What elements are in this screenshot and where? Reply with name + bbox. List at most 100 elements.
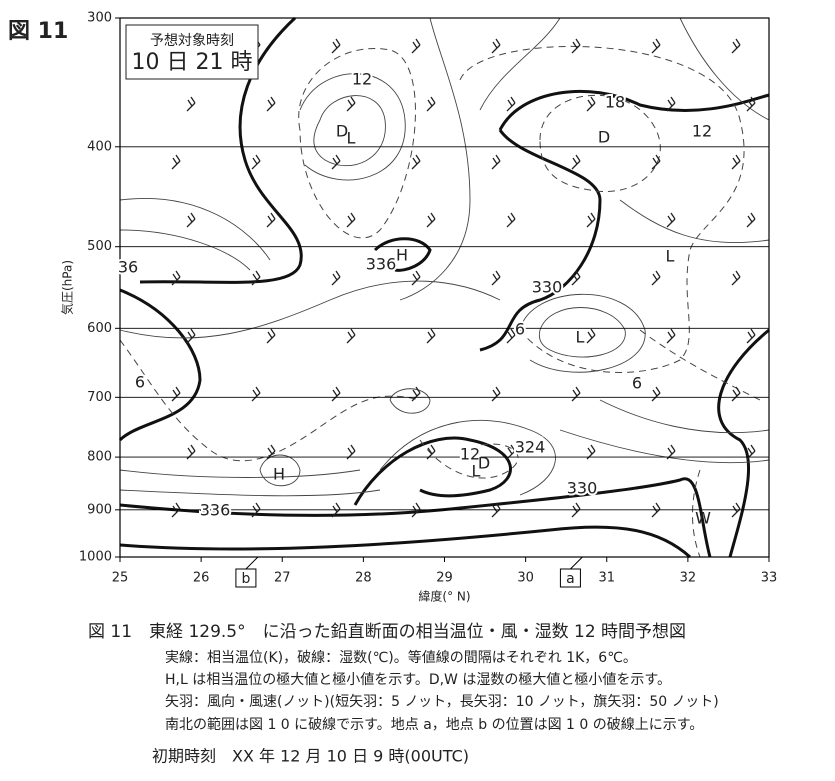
wind-barb xyxy=(266,328,276,344)
wind-barb xyxy=(746,96,756,112)
contour-label: 12 xyxy=(352,70,372,89)
wind-barb xyxy=(251,270,261,286)
contour-label: 36 xyxy=(118,258,138,277)
wind-barb xyxy=(411,38,421,54)
contour-label: 6 xyxy=(632,374,642,393)
extremum-label: H xyxy=(273,465,285,484)
wind-barb xyxy=(651,502,661,518)
x-tick-label: 28 xyxy=(355,571,372,586)
caption-init: 初期時刻 XX 年 12 月 10 日 9 時(00UTC) xyxy=(152,747,469,766)
contour xyxy=(299,73,406,181)
contour-label: 330 xyxy=(532,278,563,297)
wind-barb xyxy=(491,38,501,54)
wind-barb xyxy=(506,328,516,344)
caption-line: H,L は相当温位の極大値と極小値を示す。D,W は湿数の極大値と極小値を示す。 xyxy=(165,672,671,688)
y-tick-label: 700 xyxy=(87,390,112,405)
extremum-label: L xyxy=(576,328,585,347)
wind-barb xyxy=(491,154,501,170)
wind-barb xyxy=(746,328,756,344)
contour xyxy=(259,454,301,487)
wind-barb xyxy=(186,328,196,344)
wind-barb xyxy=(506,212,516,228)
wind-barb xyxy=(586,96,596,112)
wind-barb xyxy=(346,96,356,112)
wind-barb xyxy=(731,502,741,518)
wind-barb xyxy=(491,386,501,402)
x-tick-label: 31 xyxy=(598,571,615,586)
x-tick-label: 33 xyxy=(761,571,778,586)
contour-label: 324 xyxy=(515,438,546,457)
wind-barb xyxy=(506,444,516,460)
wind-barb xyxy=(571,270,581,286)
wind-barb xyxy=(731,38,741,54)
contour xyxy=(538,307,626,358)
wind-barb xyxy=(251,502,261,518)
plot-frame xyxy=(119,17,770,558)
y-tick-label: 300 xyxy=(87,11,112,26)
inset-title: 予想対象時刻 xyxy=(150,33,234,49)
wind-barb xyxy=(666,444,676,460)
wind-barb xyxy=(666,96,676,112)
x-tick-label: 25 xyxy=(112,571,129,586)
wind-barb xyxy=(251,386,261,402)
contour xyxy=(498,89,770,131)
wind-barb xyxy=(586,328,596,344)
wind-barb xyxy=(186,444,196,460)
contour-label: 6 xyxy=(515,320,525,339)
wind-barb xyxy=(571,386,581,402)
contour xyxy=(399,17,770,301)
extremum-label: D xyxy=(336,122,348,141)
y-tick-label: 900 xyxy=(87,502,112,517)
contour xyxy=(479,129,602,352)
caption-title: 図 11 東経 129.5° に沿った鉛直断面の相当温位・風・湿数 12 時間予… xyxy=(88,622,686,642)
wind-barb xyxy=(426,444,436,460)
extremum-label: D xyxy=(478,454,490,473)
contour-label: 336 xyxy=(200,501,231,520)
caption-line: 南北の範囲は図 1 0 に破線で示す。地点 a，地点 b の位置は図 1 0 の… xyxy=(165,716,703,733)
y-axis-label: 気圧(hPa) xyxy=(60,260,75,315)
contour xyxy=(419,329,761,558)
wind-barb xyxy=(266,96,276,112)
x-tick-label: 27 xyxy=(274,571,291,586)
wind-barb xyxy=(171,270,181,286)
wind-barb xyxy=(491,502,501,518)
contour-label: 6 xyxy=(135,373,145,392)
wind-barb xyxy=(411,502,421,518)
point-box xyxy=(235,568,257,588)
caption-line: 矢羽：風向・風速(ノット)(短矢羽：5 ノット，長矢羽：10 ノット，旗矢羽：5… xyxy=(165,694,719,710)
contour xyxy=(119,419,556,497)
contour xyxy=(119,525,692,559)
wind-barb xyxy=(346,212,356,228)
point-label: a xyxy=(566,571,575,587)
contour xyxy=(118,288,202,442)
extremum-label: D xyxy=(598,128,610,147)
wind-barb xyxy=(651,386,661,402)
contour xyxy=(717,328,770,558)
extremum-label: W xyxy=(695,509,711,528)
contour xyxy=(373,237,432,272)
contour-label: 330 xyxy=(567,479,598,498)
caption-line: 実線：相当温位(K)，破線：湿数(℃)。等値線の間隔はそれぞれ 1K，6℃。 xyxy=(165,649,637,666)
contour xyxy=(519,293,646,373)
inset-time: 10 日 21 時 xyxy=(132,50,253,75)
extremum-label: L xyxy=(472,462,481,481)
wind-barbs xyxy=(171,38,756,518)
wind-barb xyxy=(666,212,676,228)
wind-barb xyxy=(651,154,661,170)
point-pointer xyxy=(570,556,583,570)
wind-barb xyxy=(491,270,501,286)
wind-barb xyxy=(571,502,581,518)
wind-barb xyxy=(586,444,596,460)
extremum-label: L xyxy=(347,129,356,148)
wind-barb xyxy=(331,270,341,286)
wind-barb xyxy=(171,386,181,402)
wind-barb xyxy=(746,444,756,460)
wind-barb xyxy=(251,154,261,170)
wind-barb xyxy=(651,38,661,54)
contour xyxy=(139,16,303,284)
point-box xyxy=(559,568,581,588)
wind-barb xyxy=(746,212,756,228)
wind-barb xyxy=(331,154,341,170)
wind-barb xyxy=(331,386,341,402)
